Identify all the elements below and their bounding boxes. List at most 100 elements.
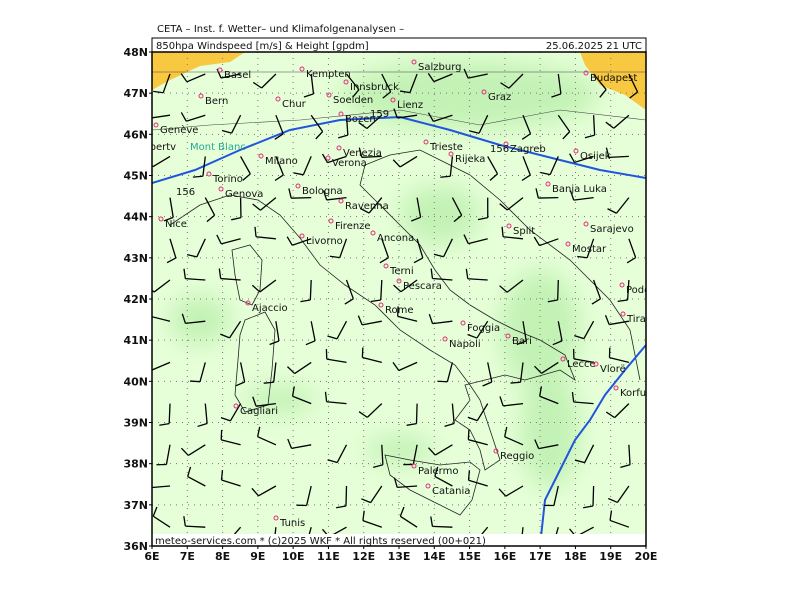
- barb-staff: [409, 73, 418, 93]
- barb-staff: [503, 402, 524, 407]
- city-label: Reggio: [500, 451, 534, 462]
- lon-label: 19E: [599, 550, 622, 563]
- barb-staff: [231, 114, 242, 134]
- barb-staff: [310, 73, 315, 94]
- barb-staff: [443, 238, 453, 258]
- barb-feather: [359, 207, 370, 214]
- city-dot: [620, 311, 626, 317]
- city-dot: [425, 483, 431, 489]
- barb-staff: [446, 362, 454, 382]
- barb-feather: [392, 361, 400, 371]
- barb-staff: [628, 238, 637, 258]
- city-dot: [326, 92, 332, 98]
- barb-staff: [504, 436, 524, 446]
- barb-staff: [522, 321, 527, 342]
- barb-staff: [152, 361, 171, 371]
- barb-feather: [315, 131, 324, 140]
- barb-staff: [467, 278, 488, 281]
- city-dot: [411, 59, 417, 65]
- city-label: Chur: [282, 99, 307, 110]
- barb-staff: [541, 361, 559, 374]
- barb-staff: [185, 277, 206, 281]
- barb-staff: [615, 197, 630, 214]
- barb-feather: [251, 487, 259, 497]
- barb-staff: [255, 236, 276, 240]
- barb-feather: [218, 268, 222, 279]
- city-dot: [619, 282, 625, 288]
- barb-feather: [516, 340, 527, 346]
- barb-feather: [413, 257, 424, 264]
- barb-staff: [592, 279, 602, 300]
- barb-staff: [434, 475, 453, 487]
- city-label: Graz: [488, 92, 511, 103]
- city-dot: [343, 79, 349, 85]
- barb-feather: [547, 299, 558, 303]
- barb-feather: [152, 289, 155, 293]
- barb-feather: [591, 298, 601, 305]
- barb-staff: [196, 238, 206, 258]
- city-dot: [460, 320, 466, 326]
- barb-staff: [538, 444, 559, 450]
- barb-staff: [506, 197, 524, 211]
- city-dot: [505, 333, 511, 339]
- barb-staff: [152, 155, 171, 168]
- lon-label: 11E: [317, 550, 340, 563]
- city-dot: [378, 302, 384, 308]
- barb-feather: [411, 216, 421, 222]
- barb-feather: [500, 82, 510, 89]
- barb-feather: [186, 253, 197, 258]
- barb-feather: [499, 203, 508, 211]
- barb-staff: [187, 475, 206, 487]
- barb-staff: [399, 155, 418, 168]
- barb-feather: [406, 422, 417, 426]
- barb-staff: [152, 316, 171, 322]
- lon-label: 8E: [215, 550, 230, 563]
- barb-staff: [305, 485, 312, 506]
- barb-feather: [362, 510, 365, 521]
- barb-staff: [451, 197, 463, 216]
- barb-feather: [206, 214, 216, 223]
- axes: 48N 47N 46N 45N 44N 43N 42N 41N 40N 39N 38N 37N 36N6…: [123, 46, 657, 563]
- city-label: Banja Luka: [552, 184, 607, 195]
- city-label: Lecce: [567, 359, 596, 370]
- barb-staff: [370, 485, 383, 503]
- city-dot: [336, 145, 342, 151]
- barb-staff: [609, 320, 630, 326]
- lon-label: 9E: [250, 550, 265, 563]
- barb-staff: [291, 444, 312, 449]
- barb-staff: [187, 444, 206, 456]
- city-label: Trieste: [429, 142, 463, 153]
- barb-feather: [373, 464, 384, 468]
- barb-staff: [336, 444, 348, 463]
- barb-feather: [329, 255, 340, 259]
- barb-staff: [165, 444, 171, 465]
- contour-label: 159: [370, 109, 389, 120]
- barb-staff: [220, 277, 241, 281]
- barb-feather: [393, 284, 402, 293]
- barb-feather: [153, 90, 164, 94]
- city-dot: [565, 241, 571, 247]
- barb-feather: [370, 299, 381, 303]
- barb-feather: [254, 226, 257, 237]
- barb-feather: [242, 173, 251, 181]
- high-speed: [152, 52, 245, 90]
- city-label: Foggia: [467, 323, 500, 334]
- city-dot: [295, 183, 301, 189]
- barb-staff: [336, 320, 348, 340]
- barb-staff: [204, 197, 216, 216]
- product: 850hpa Windspeed [m/s] & Height [gpdm]: [156, 41, 369, 52]
- height-contour: [539, 344, 646, 546]
- barb-feather: [336, 505, 347, 509]
- barb-feather: [399, 90, 411, 94]
- barb-feather: [274, 174, 284, 182]
- barb-feather: [430, 516, 434, 527]
- cities: Basel Kempten Salzburg Innsbruck Graz Budapes…: [152, 59, 675, 529]
- barb-feather: [609, 510, 613, 521]
- city-dot: [338, 198, 344, 204]
- city-label: Podgorica: [626, 285, 675, 296]
- barb-feather: [269, 340, 280, 346]
- barb-staff: [557, 114, 571, 133]
- lat-label: 39N: [123, 417, 148, 430]
- barb-staff: [275, 114, 284, 135]
- city-dot: [593, 361, 599, 367]
